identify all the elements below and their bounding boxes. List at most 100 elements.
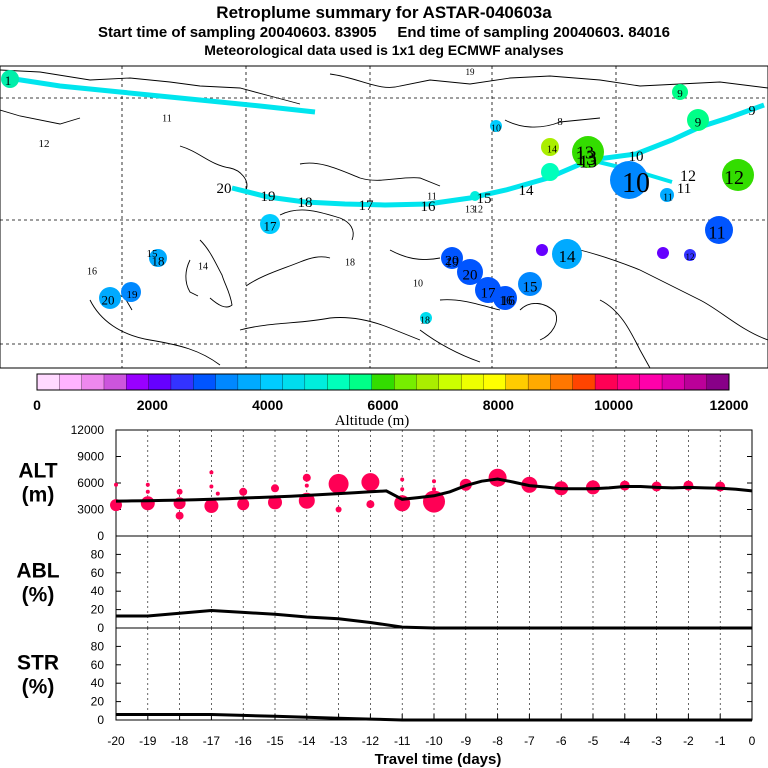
cluster-circle <box>687 109 709 131</box>
cluster-circle <box>684 249 696 261</box>
colorbar-swatch <box>505 373 529 391</box>
chart-subtitle: Start time of sampling 20040603. 83905 E… <box>98 24 670 41</box>
colorbar-swatch <box>36 373 60 391</box>
alt-scatter-point <box>237 498 250 511</box>
cluster-day-label: 11 <box>427 192 437 203</box>
alt-scatter-point <box>175 511 184 520</box>
y-tick-label: 0 <box>97 713 104 727</box>
x-tick-label: -15 <box>266 734 284 748</box>
cluster-day-label: 14 <box>559 247 577 266</box>
colorbar-swatch <box>639 373 663 391</box>
cluster-day-label: 8 <box>557 116 563 128</box>
chart-title: Retroplume summary for ASTAR-040603a <box>216 3 552 22</box>
cluster-day-label: 15 <box>147 248 159 260</box>
cluster-circle <box>121 282 141 302</box>
str-content: 0 20 40 60 80 STR(%) <box>17 628 752 727</box>
cluster-circle <box>541 163 559 181</box>
x-tick-label: -11 <box>394 734 411 748</box>
y-tick-label: 0 <box>97 621 104 635</box>
colorbar-swatch <box>594 373 618 391</box>
colorbar-frame <box>36 373 730 391</box>
x-tick-label: -10 <box>425 734 443 748</box>
panel-ylabel: ABL <box>16 559 59 582</box>
y-tick-label: 40 <box>91 676 105 690</box>
altitude-colorbar: 0 2000 4000 6000 8000 10000 12000 Altitude (m) <box>33 373 749 429</box>
str-panel: 0 20 40 60 80 STR(%) <box>17 627 753 727</box>
colorbar-xlabel: Altitude (m) <box>335 413 410 429</box>
x-tick-label: -20 <box>107 734 125 748</box>
panel-ylabel: ALT <box>18 460 57 483</box>
colorbar-swatch <box>684 373 708 391</box>
abl-panel: 0 20 40 60 80 ABL(%) <box>16 535 753 635</box>
panel-ylabel-unit: (%) <box>22 583 55 606</box>
y-tick-label: 12000 <box>71 423 105 437</box>
cluster-circle <box>660 188 674 202</box>
colorbar-swatch <box>237 373 261 391</box>
alt-scatter-point <box>304 483 309 488</box>
track-day-label: 17 <box>359 198 375 214</box>
alt-scatter-point <box>145 482 150 487</box>
track-day-label: 19 <box>261 189 276 205</box>
colorbar-swatch <box>550 373 574 391</box>
x-tick-label: -6 <box>556 734 567 748</box>
map-clusters <box>1 70 754 324</box>
map-graticule <box>0 66 768 368</box>
colorbar-swatch <box>103 373 127 391</box>
cluster-circle <box>470 191 480 201</box>
y-tick-label: 40 <box>91 584 105 598</box>
track-day-label: 16 <box>421 199 437 215</box>
cluster-circle <box>610 161 648 199</box>
y-tick-label: 60 <box>91 566 105 580</box>
track-day-label: 13 <box>575 145 597 170</box>
alt-scatter-point <box>209 484 214 489</box>
cluster-circle <box>722 159 754 191</box>
cluster-day-label: 16 <box>87 267 97 278</box>
track-day-label: 11 <box>677 181 691 197</box>
abl-content: 0 20 40 60 80 ABL(%) <box>16 536 752 635</box>
colorbar-swatch <box>170 373 194 391</box>
alt-scatter-point <box>204 499 219 513</box>
panel-ylabel: STR <box>17 651 59 674</box>
track-day-label: 10 <box>629 149 644 165</box>
cluster-circle <box>657 247 669 259</box>
cluster-day-label: 20 <box>445 254 459 269</box>
cluster-day-label: 12 <box>686 252 695 262</box>
cluster-day-label: 14 <box>547 145 557 156</box>
x-axis-label: Travel time (days) <box>375 751 502 768</box>
cluster-day-label: 14 <box>198 262 208 273</box>
cluster-day-label: 12 <box>473 205 483 216</box>
cluster-day-label: 16 <box>500 293 514 308</box>
track-day-label: 9 <box>749 104 756 119</box>
cluster-circle <box>149 249 167 267</box>
alt-scatter-point <box>432 479 436 484</box>
cluster-day-label: 19 <box>446 255 459 270</box>
x-tick-label: -9 <box>460 734 471 748</box>
colorbar-swatch <box>394 373 417 391</box>
x-tick-label: -8 <box>492 734 503 748</box>
cluster-day-label: 20 <box>463 267 478 283</box>
x-tick-label: -18 <box>171 734 189 748</box>
y-tick-label: 0 <box>97 529 104 543</box>
colorbar-tick-label: 6000 <box>367 397 398 413</box>
colorbar-swatch <box>572 373 596 391</box>
cluster-circle <box>672 84 688 100</box>
colorbar-swatch <box>148 373 172 391</box>
colorbar-tick-label: 4000 <box>252 397 283 413</box>
alt-scatter-point <box>268 495 282 510</box>
cluster-day-label: 10 <box>413 279 423 290</box>
colorbar-swatch <box>193 373 217 391</box>
cluster-circle <box>441 247 463 269</box>
alt-content: 0 3000 6000 9000 12000 ALT(m) <box>18 423 753 543</box>
x-tick-label: -4 <box>619 734 630 748</box>
alt-scatter-point <box>366 500 375 509</box>
track-line-main <box>231 102 765 208</box>
y-tick-label: 80 <box>91 639 105 653</box>
cluster-day-label: 10 <box>491 124 501 135</box>
cluster-circle <box>490 120 502 132</box>
colorbar-tick-labels: 0 2000 4000 6000 8000 10000 12000 <box>33 397 749 413</box>
alt-scatter-point <box>400 477 405 482</box>
track-day-label: 12 <box>680 168 696 185</box>
cluster-circle <box>552 239 582 269</box>
cluster-day-label: 13 <box>576 142 594 162</box>
